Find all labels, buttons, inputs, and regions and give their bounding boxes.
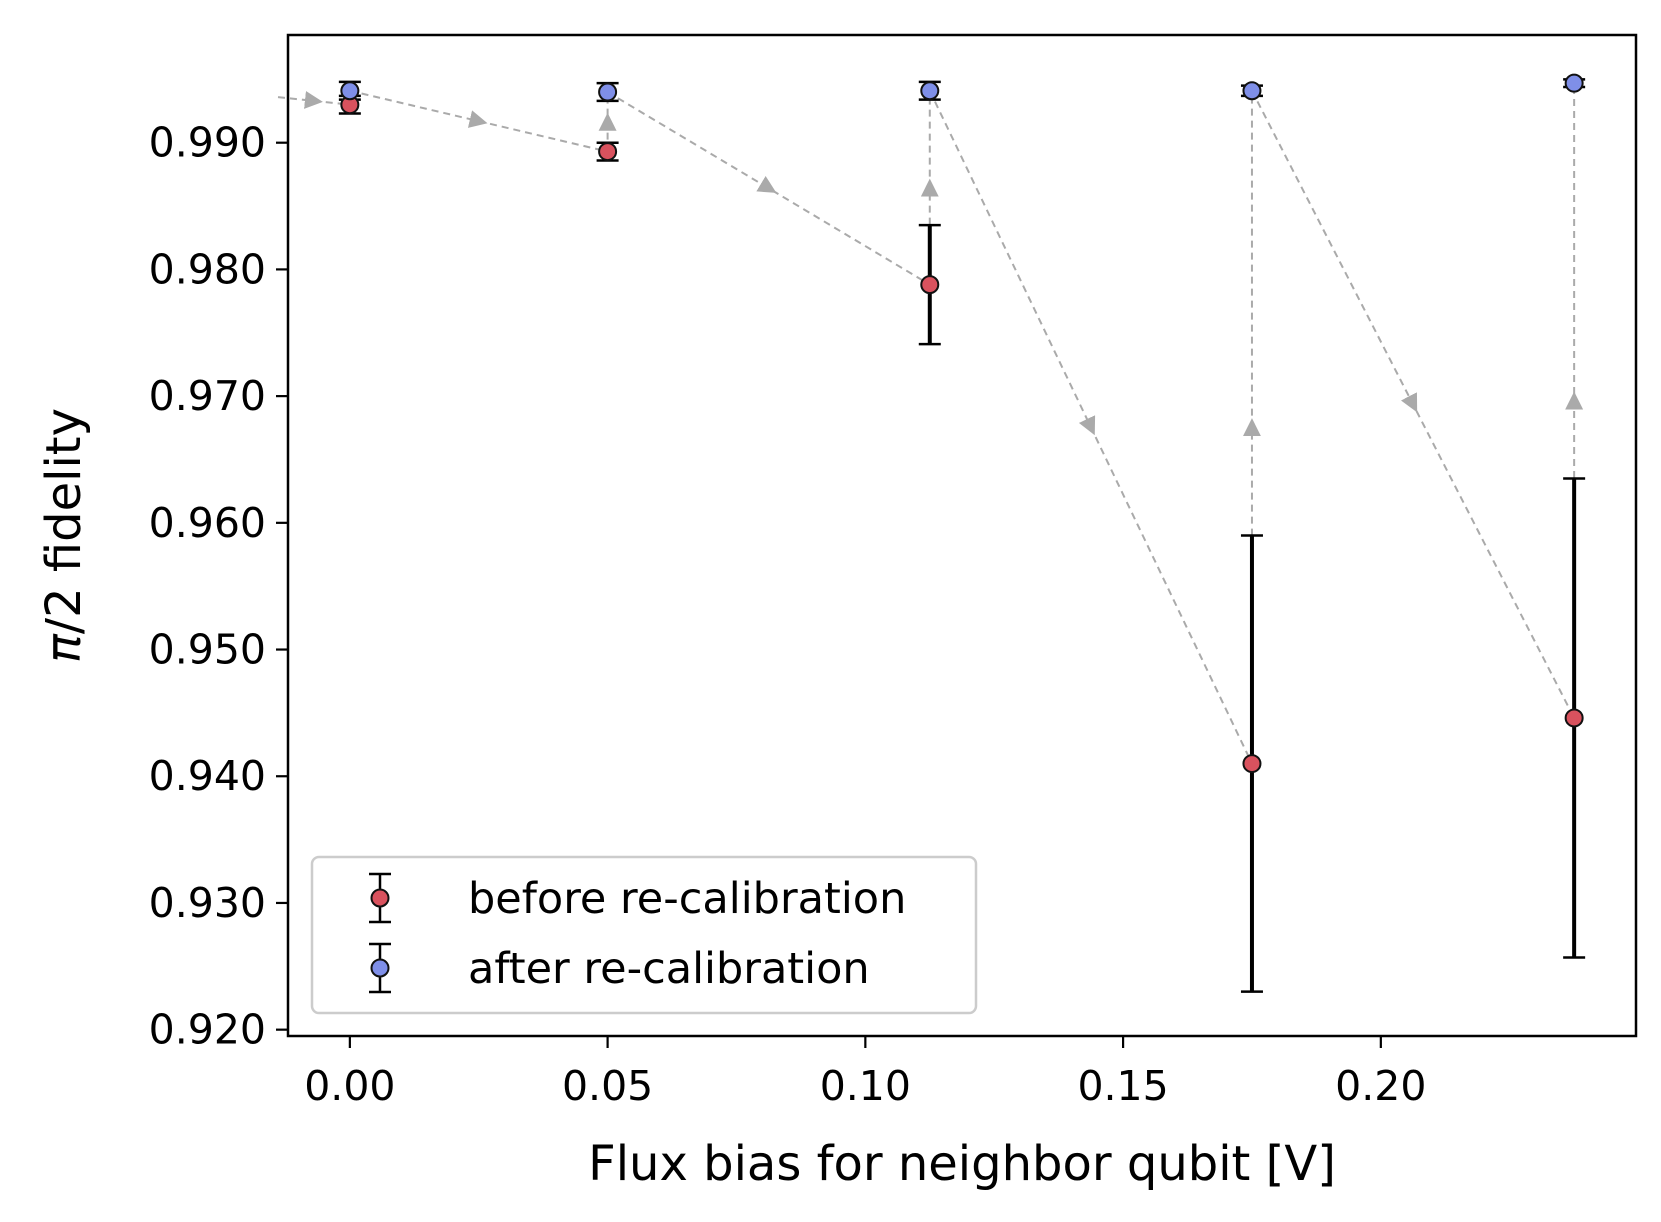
legend-label: before re-calibration <box>468 874 906 924</box>
x-tick-label: 0.10 <box>820 1062 911 1110</box>
x-tick-label: 0.00 <box>304 1062 395 1110</box>
before-point <box>1564 708 1584 728</box>
x-axis-ticks: 0.00 0.05 0.10 0.15 0.20 <box>304 1036 1426 1110</box>
before-point <box>1242 754 1262 774</box>
errorbars <box>338 78 1586 993</box>
y-axis-ticks: 0.920 0.930 0.940 0.950 0.960 0.970 0.980 0.990 <box>149 119 288 1054</box>
y-tick-label: 0.980 <box>149 245 266 293</box>
y-tick-label: 0.950 <box>149 626 266 674</box>
y-axis-label-text: /2 fidelity <box>36 408 92 634</box>
drift-arrow <box>928 90 1253 765</box>
after-point <box>920 81 940 101</box>
drift-arrow <box>1251 90 1576 719</box>
data-points <box>340 73 1584 774</box>
y-tick-label: 0.920 <box>149 1006 266 1054</box>
y-axis-label: π/2 fidelity <box>36 408 92 663</box>
after-point <box>340 81 360 101</box>
y-tick-label: 0.970 <box>149 372 266 420</box>
x-tick-label: 0.20 <box>1335 1062 1426 1110</box>
before-point <box>920 275 940 295</box>
drift-arrow <box>607 91 931 286</box>
after-point <box>1242 81 1262 101</box>
legend-box <box>310 855 978 1015</box>
x-tick-label: 0.05 <box>562 1062 653 1110</box>
y-axis-label-symbol: π <box>36 633 92 663</box>
x-tick-label: 0.15 <box>1077 1062 1168 1110</box>
y-tick-label: 0.990 <box>149 119 266 167</box>
plot-frame <box>286 33 1638 1038</box>
drift-arrow <box>349 89 608 153</box>
after-point <box>598 82 618 102</box>
legend-marker <box>370 888 390 908</box>
y-tick-label: 0.940 <box>149 752 266 800</box>
y-tick-label: 0.930 <box>149 879 266 927</box>
legend-marker <box>370 958 390 978</box>
x-axis-label: Flux bias for neighbor qubit [V] <box>588 1136 1336 1192</box>
legend: before re-calibration after re-calibratio… <box>310 855 978 1015</box>
before-point <box>598 142 618 162</box>
after-point <box>1564 73 1584 93</box>
y-tick-label: 0.960 <box>149 499 266 547</box>
recalibration-arrows <box>277 83 1584 765</box>
legend-label: after re-calibration <box>468 944 870 994</box>
